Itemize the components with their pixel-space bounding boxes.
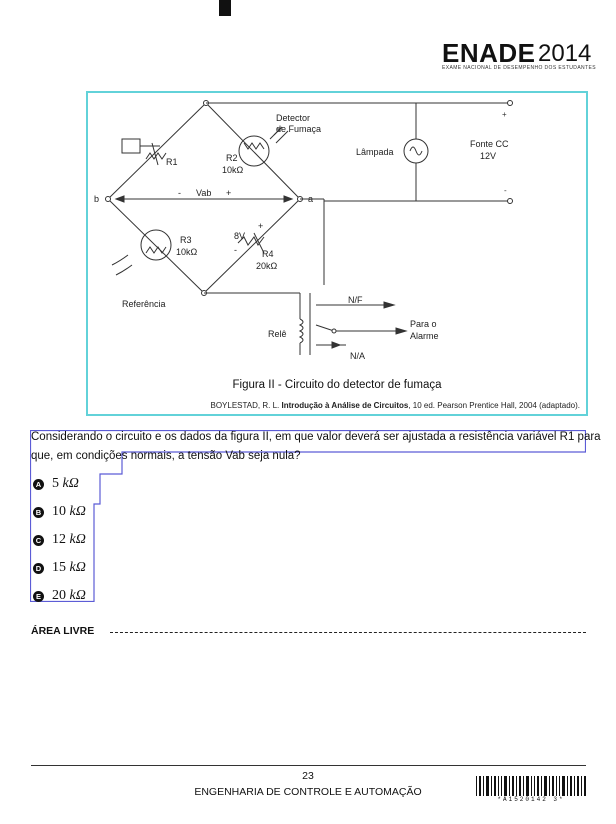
label-r2-value: 10kΩ [222,165,244,175]
label-na: N/A [350,351,365,361]
label-r1: R1 [166,157,178,167]
label-8v: 8V [234,231,245,241]
label-nf: N/F [348,295,363,305]
option-a-text: 5 kΩ [52,476,79,491]
label-alarm-2: Alarme [410,331,439,341]
label-8v-minus: - [234,245,237,255]
source-suffix: , 10 ed. Pearson Prentice Hall, 2004 (ad… [408,401,580,410]
free-area-divider [110,632,586,633]
question-stem: Considerando o circuito e os dados da fi… [31,428,601,466]
r4-arrow [253,232,265,254]
barcode-digits: *A1520142 3* [497,796,565,803]
switch-pivot [331,328,337,334]
figure-source: BOYLESTAD, R. L. Introdução à Análise de… [211,401,581,410]
barcode-bars [476,776,586,796]
label-alarm-1: Para o [410,319,437,329]
relay-coil [298,318,304,344]
label-vab-plus: + [226,188,231,198]
label-lamp: Lâmpada [356,147,394,157]
terminal-plus [507,100,513,106]
nf-arrow [383,301,396,309]
source-prefix: BOYLESTAD, R. L. [210,401,282,410]
wire-bottom-left [107,198,205,294]
option-a-badge: A [33,478,44,490]
label-8v-plus: + [258,221,263,231]
option-b-text: 10 kΩ [52,504,86,519]
node-b [105,196,111,202]
alarm-arrow [395,327,408,335]
page-number: 23 [302,770,314,782]
option-c-badge: C [33,534,44,546]
r1-resistor [121,138,167,166]
free-area-label: ÁREA LIVRE [31,625,95,637]
switch-blade [315,324,335,332]
option-c[interactable]: C 12 kΩ [33,530,103,550]
option-e-badge: E [33,590,44,602]
wire-top-left [107,102,207,200]
label-vab-minus: - [178,188,181,198]
lamp-filament [409,146,423,156]
option-e-text: 20 kΩ [52,588,86,603]
barcode: *A1520142 3* [476,776,586,804]
label-detector-1: Detector [276,113,310,123]
option-b[interactable]: B 10 kΩ [33,502,103,522]
option-b-badge: B [33,506,44,518]
label-detector-2: de Fumaça [276,124,321,134]
source-title: Introdução à Análise de Circuitos [281,401,409,410]
label-node-a: a [308,194,313,204]
vab-arrow-right [283,195,294,203]
terminal-minus [507,198,513,204]
wire-top-right [205,102,301,200]
r2-photoresistor [238,126,289,167]
r3-photoresistor [111,229,172,276]
label-node-b: b [94,194,99,204]
option-d-text: 15 kΩ [52,560,86,575]
label-source-2: 12V [480,151,496,161]
label-source-1: Fonte CC [470,139,509,149]
option-d-badge: D [33,562,44,574]
figure-caption: Figura II - Circuito do detector de fuma… [232,379,442,391]
na-arrow [331,341,342,349]
source-minus-sign: - [504,186,507,195]
label-vab: Vab [196,188,211,198]
wire-bottom-right [203,198,301,294]
course-name: ENGENHARIA DE CONTROLE E AUTOMAÇÃO [194,786,422,798]
label-r4: R4 [262,249,274,259]
logo-brand: ENADE [442,38,536,68]
source-plus-sign: + [502,110,507,119]
option-a[interactable]: A 5 kΩ [33,474,103,494]
option-e[interactable]: E 20 kΩ [33,586,103,606]
option-c-text: 12 kΩ [52,532,86,547]
label-r3-value: 10kΩ [176,247,198,257]
question-line-1: Considerando o circuito e os dados da fi… [31,431,601,443]
figure-frame: + - [86,91,588,416]
circuit-diagram: + - [94,100,513,361]
question-line-2: que, em condições normais, a tensão Vab … [31,450,301,462]
option-d[interactable]: D 15 kΩ [33,558,103,578]
footer-divider [31,765,586,766]
logo-year: 2014 [538,40,592,67]
enade-logo: ENADE 2014 EXAME NACIONAL DE DESEMPENHO … [442,38,596,74]
label-r4-value: 20kΩ [256,261,278,271]
label-relay: Relê [268,329,287,339]
label-r3: R3 [180,235,192,245]
label-reference: Referência [122,299,166,309]
logo-subtitle: EXAME NACIONAL DE DESEMPENHO DOS ESTUDAN… [442,65,596,71]
label-r2: R2 [226,153,238,163]
registration-mark [219,0,231,16]
vab-arrow-left [114,195,125,203]
